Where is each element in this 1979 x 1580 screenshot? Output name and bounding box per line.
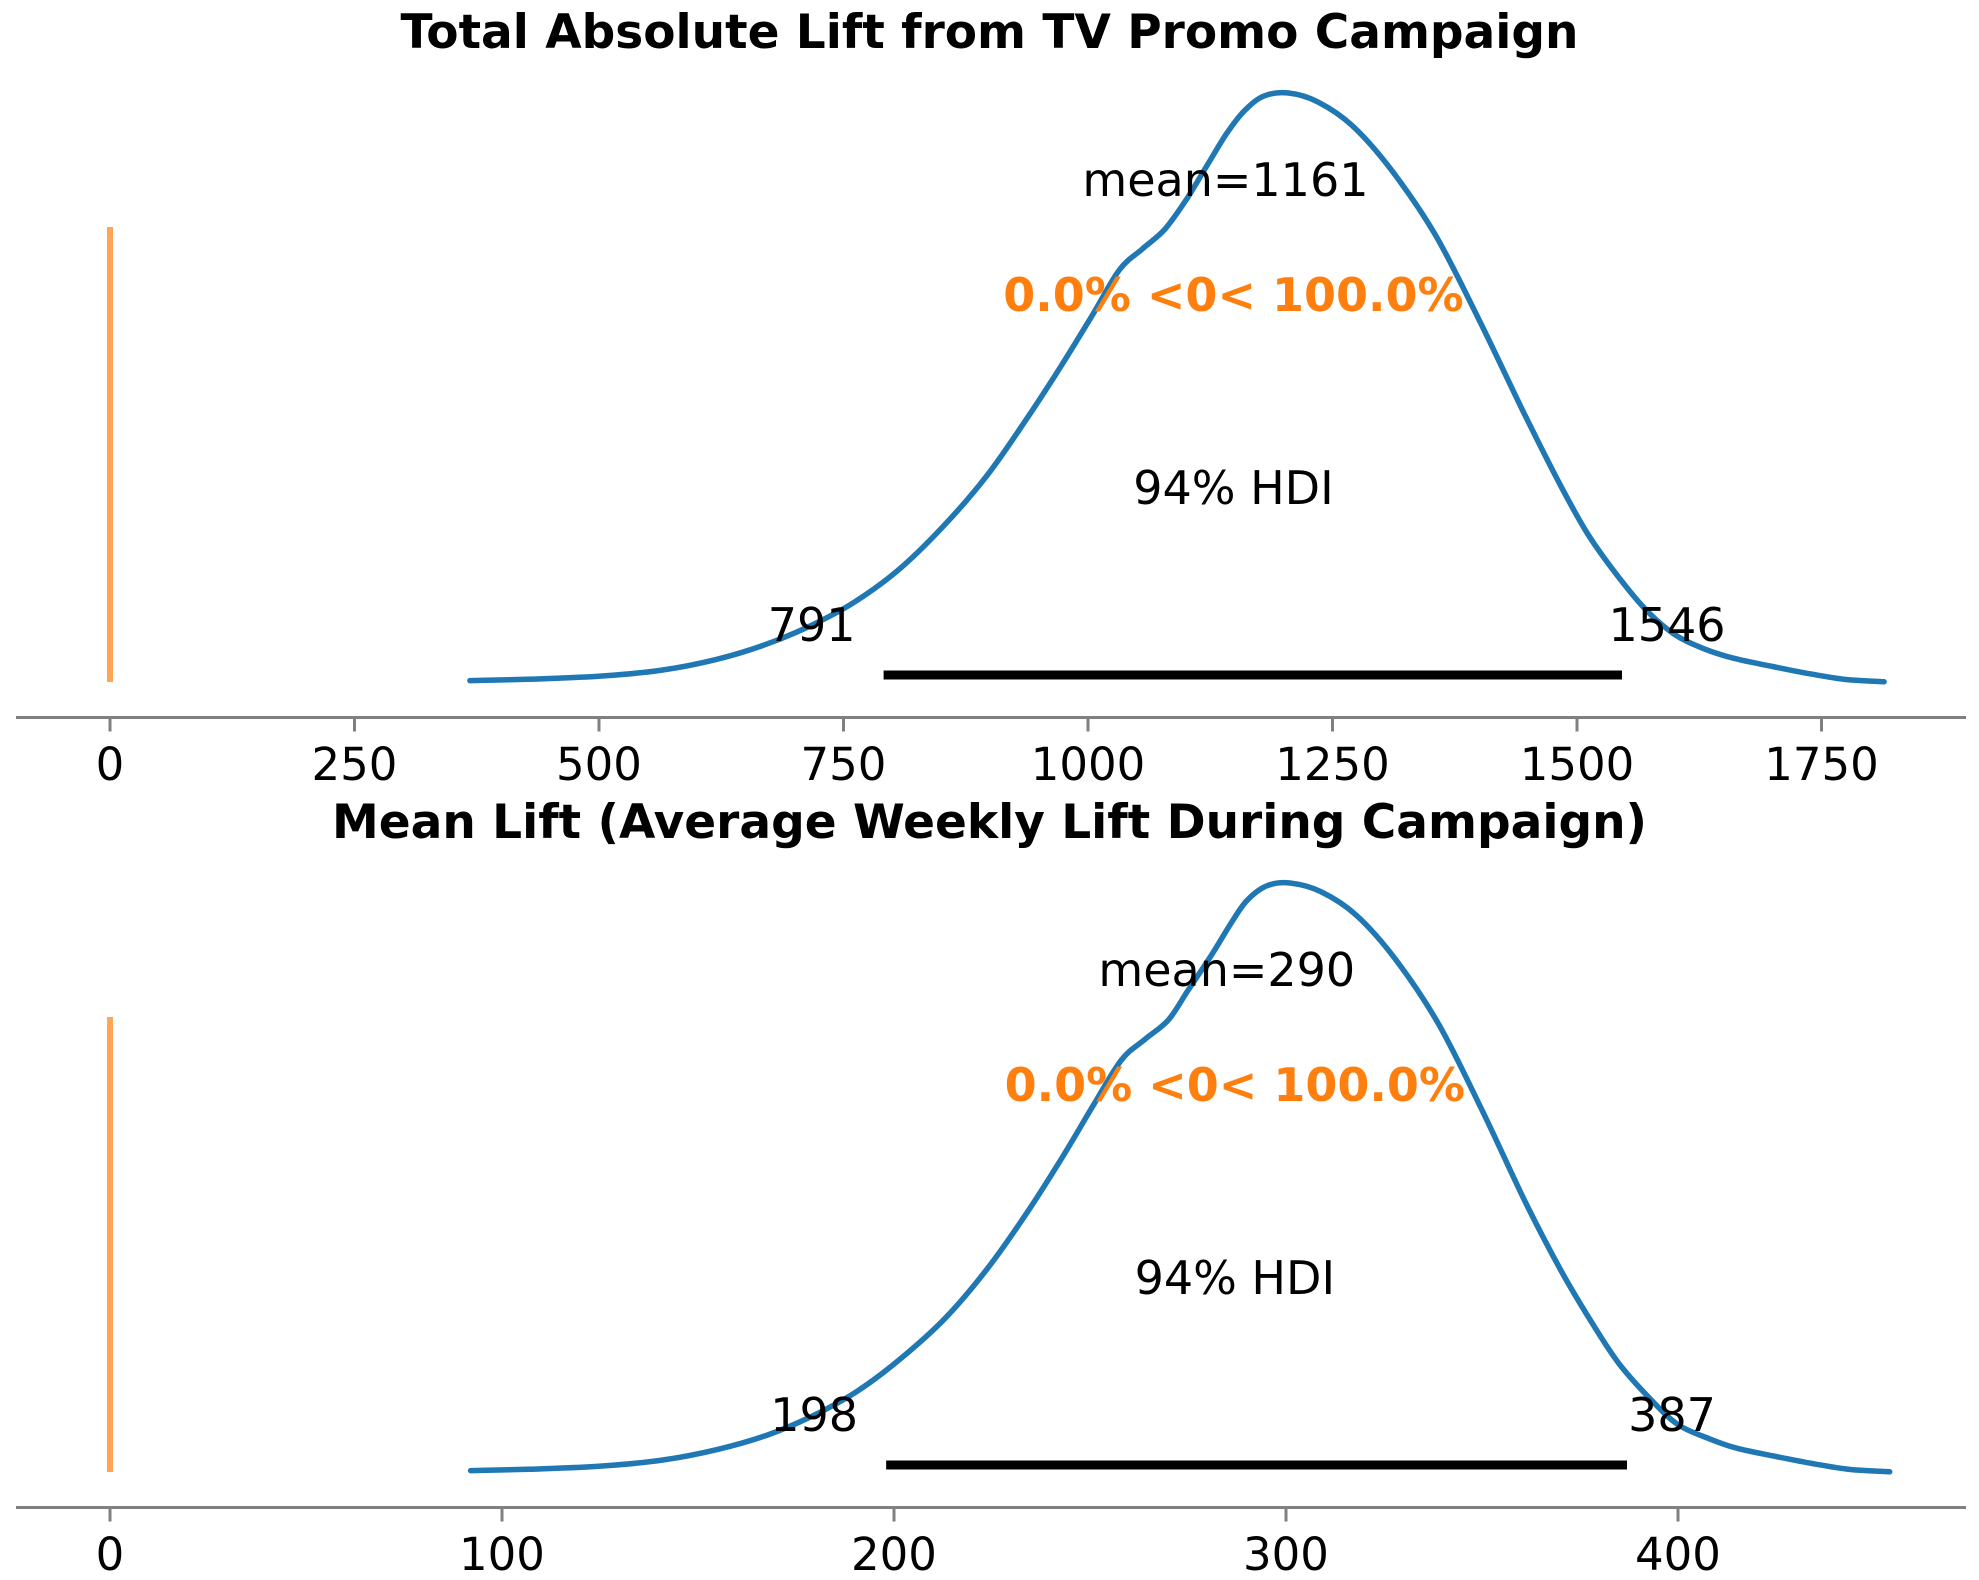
x-axis-tick-label: 1750 bbox=[1764, 738, 1879, 790]
x-axis-tick-label: 750 bbox=[801, 738, 887, 790]
x-axis-tick-label: 1000 bbox=[1031, 738, 1146, 790]
hdi-upper-label: 387 bbox=[1628, 1388, 1716, 1442]
ref-val-percentage-label: 0.0% <0< 100.0% bbox=[1005, 1058, 1465, 1112]
x-axis-tick-label: 250 bbox=[312, 738, 398, 790]
plot-title: Mean Lift (Average Weekly Lift During Ca… bbox=[332, 795, 1647, 850]
hdi-lower-label: 198 bbox=[770, 1388, 858, 1442]
x-axis-tick-label: 0 bbox=[96, 738, 125, 790]
mean-label: mean=290 bbox=[1098, 943, 1355, 997]
ref-val-percentage-label: 0.0% <0< 100.0% bbox=[1003, 268, 1463, 322]
hdi-interval-label: 94% HDI bbox=[1135, 1251, 1335, 1305]
x-axis-tick-label: 1250 bbox=[1275, 738, 1390, 790]
kde-curve bbox=[467, 89, 1887, 685]
kde-curve bbox=[467, 879, 1893, 1475]
x-axis-tick-label: 1500 bbox=[1520, 738, 1635, 790]
x-axis-tick-label: 400 bbox=[1635, 1528, 1721, 1580]
plot-title: Total Absolute Lift from TV Promo Campai… bbox=[400, 5, 1578, 60]
mean-label: mean=1161 bbox=[1082, 153, 1368, 207]
x-axis-tick-label: 300 bbox=[1243, 1528, 1329, 1580]
x-axis-tick-label: 0 bbox=[96, 1528, 125, 1580]
posterior-plot-total-lift: Total Absolute Lift from TV Promo Campai… bbox=[16, 5, 1966, 790]
hdi-interval-label: 94% HDI bbox=[1133, 461, 1333, 515]
hdi-upper-label: 1546 bbox=[1608, 598, 1725, 652]
hdi-lower-label: 791 bbox=[768, 598, 856, 652]
x-axis-tick-label: 100 bbox=[459, 1528, 545, 1580]
x-axis-tick-label: 500 bbox=[556, 738, 642, 790]
posterior-plot-mean-lift: Mean Lift (Average Weekly Lift During Ca… bbox=[16, 795, 1966, 1580]
x-axis-tick-label: 200 bbox=[851, 1528, 937, 1580]
